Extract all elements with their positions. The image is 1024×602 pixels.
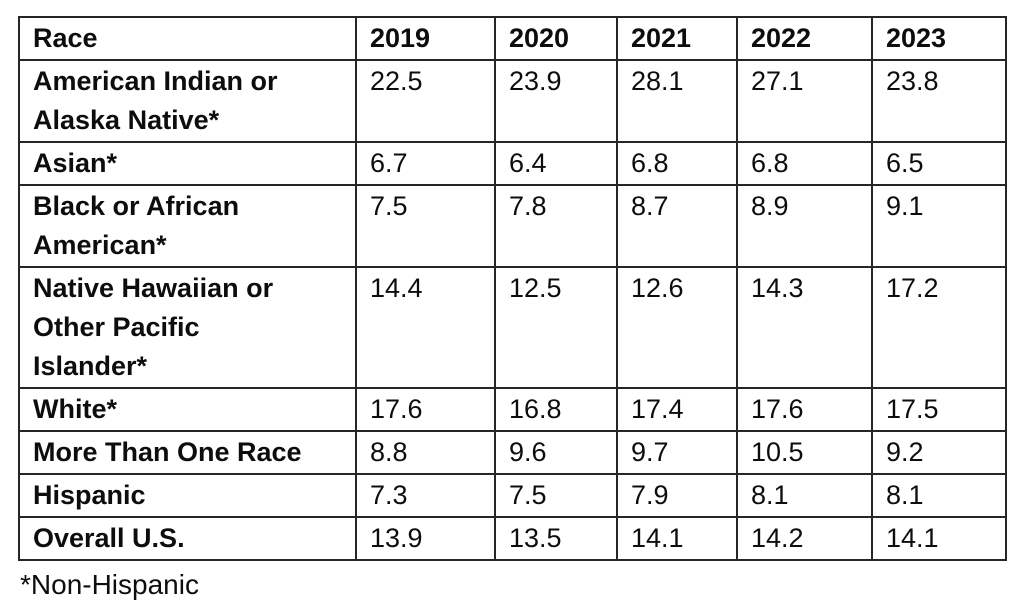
table-row-more-than-one-race: More Than One Race 8.8 9.6 9.7 10.5 9.2	[18, 430, 1007, 475]
row-label: Black or African American*	[18, 184, 357, 268]
value-cell: 8.1	[871, 473, 1007, 518]
value-cell: 7.5	[494, 473, 618, 518]
value-cell: 17.6	[355, 387, 496, 432]
value-cell: 8.1	[736, 473, 873, 518]
value-cell: 22.5	[355, 59, 496, 143]
row-label: More Than One Race	[18, 430, 357, 475]
value-cell: 28.1	[616, 59, 738, 143]
value-cell: 14.1	[616, 516, 738, 561]
table-row-american-indian-alaska-native: American Indian or Alaska Native* 22.5 2…	[18, 59, 1007, 143]
value-cell: 13.9	[355, 516, 496, 561]
table-row-asian: Asian* 6.7 6.4 6.8 6.8 6.5	[18, 141, 1007, 186]
value-cell: 10.5	[736, 430, 873, 475]
row-label: Native Hawaiian or Other Pacific Islande…	[18, 266, 357, 389]
value-cell: 6.7	[355, 141, 496, 186]
value-cell: 14.4	[355, 266, 496, 389]
column-header-2019: 2019	[355, 16, 496, 61]
value-cell: 23.8	[871, 59, 1007, 143]
value-cell: 9.6	[494, 430, 618, 475]
value-cell: 17.4	[616, 387, 738, 432]
value-cell: 6.8	[736, 141, 873, 186]
row-label: Asian*	[18, 141, 357, 186]
header-row: Race 2019 2020 2021 2022 2023	[18, 16, 1007, 61]
value-cell: 6.4	[494, 141, 618, 186]
value-cell: 7.9	[616, 473, 738, 518]
value-cell: 27.1	[736, 59, 873, 143]
race-rate-table: Race 2019 2020 2021 2022 2023 American I…	[18, 16, 1007, 561]
column-header-2023: 2023	[871, 16, 1007, 61]
column-header-2022: 2022	[736, 16, 873, 61]
value-cell: 6.8	[616, 141, 738, 186]
value-cell: 12.5	[494, 266, 618, 389]
value-cell: 8.7	[616, 184, 738, 268]
value-cell: 17.6	[736, 387, 873, 432]
column-header-race: Race	[18, 16, 357, 61]
column-header-2021: 2021	[616, 16, 738, 61]
value-cell: 7.3	[355, 473, 496, 518]
value-cell: 14.2	[736, 516, 873, 561]
column-header-2020: 2020	[494, 16, 618, 61]
value-cell: 23.9	[494, 59, 618, 143]
value-cell: 7.8	[494, 184, 618, 268]
value-cell: 7.5	[355, 184, 496, 268]
value-cell: 17.2	[871, 266, 1007, 389]
value-cell: 9.1	[871, 184, 1007, 268]
value-cell: 16.8	[494, 387, 618, 432]
value-cell: 14.1	[871, 516, 1007, 561]
value-cell: 9.2	[871, 430, 1007, 475]
value-cell: 9.7	[616, 430, 738, 475]
table-row-white: White* 17.6 16.8 17.4 17.6 17.5	[18, 387, 1007, 432]
value-cell: 17.5	[871, 387, 1007, 432]
value-cell: 8.8	[355, 430, 496, 475]
table-row-hispanic: Hispanic 7.3 7.5 7.9 8.1 8.1	[18, 473, 1007, 518]
row-label: Overall U.S.	[18, 516, 357, 561]
non-hispanic-footnote: *Non-Hispanic	[20, 569, 199, 600]
value-cell: 13.5	[494, 516, 618, 561]
table-row-black-african-american: Black or African American* 7.5 7.8 8.7 8…	[18, 184, 1007, 268]
row-label: Hispanic	[18, 473, 357, 518]
value-cell: 12.6	[616, 266, 738, 389]
row-label: American Indian or Alaska Native*	[18, 59, 357, 143]
table-row-native-hawaiian-pacific-islander: Native Hawaiian or Other Pacific Islande…	[18, 266, 1007, 389]
value-cell: 14.3	[736, 266, 873, 389]
row-label: White*	[18, 387, 357, 432]
value-cell: 6.5	[871, 141, 1007, 186]
table-row-overall-us: Overall U.S. 13.9 13.5 14.1 14.2 14.1	[18, 516, 1007, 561]
value-cell: 8.9	[736, 184, 873, 268]
